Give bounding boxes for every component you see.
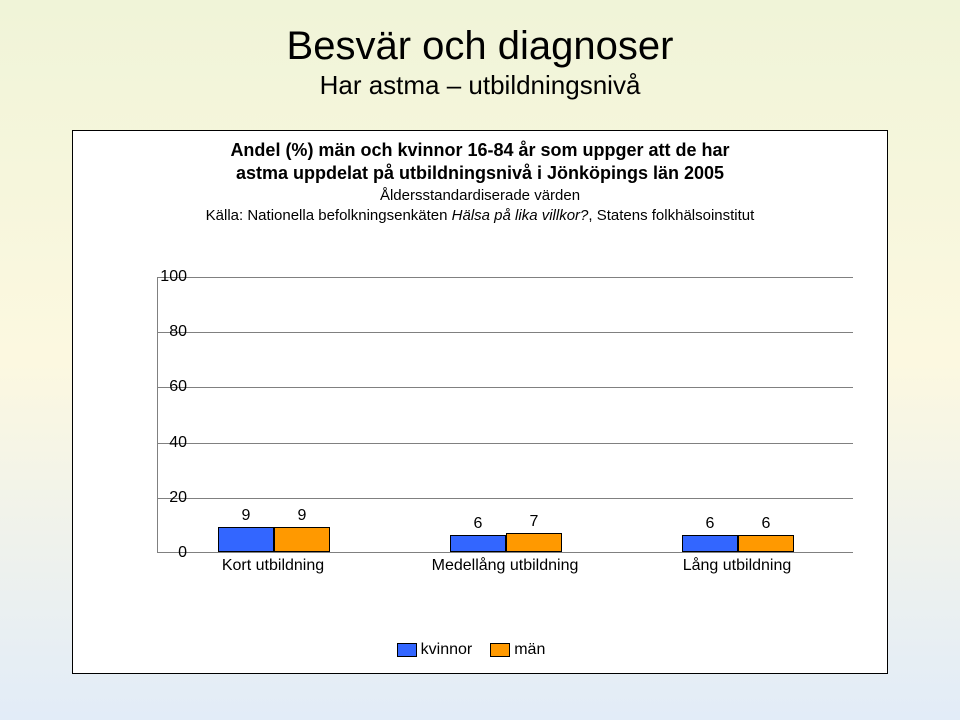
- legend-swatch: [397, 643, 417, 657]
- y-tick-label: 100: [153, 268, 187, 286]
- page-subtitle: Har astma – utbildningsnivå: [60, 70, 900, 101]
- bar: [218, 527, 274, 552]
- chart-title-line2: astma uppdelat på utbildningsnivå i Jönk…: [73, 162, 887, 185]
- bar-value-label: 6: [706, 515, 715, 533]
- y-tick-label: 40: [153, 434, 187, 452]
- gridline: [158, 443, 853, 444]
- bar: [274, 527, 330, 552]
- y-tick-label: 20: [153, 489, 187, 507]
- bar: [450, 535, 506, 552]
- x-category-label: Kort utbildning: [222, 557, 324, 575]
- page-title: Besvär och diagnoser: [60, 24, 900, 68]
- legend: kvinnor män: [73, 641, 887, 659]
- plot: 9 9 6 7 6 6: [157, 277, 853, 553]
- x-category-label: Medellång utbildning: [432, 557, 579, 575]
- legend-label: kvinnor: [421, 641, 473, 658]
- chart-source-suffix: , Statens folkhälsoinstitut: [588, 207, 754, 224]
- gridline: [158, 332, 853, 333]
- legend-swatch: [490, 643, 510, 657]
- chart-source-italic: Hälsa på lika villkor?: [452, 207, 589, 224]
- gridline: [158, 498, 853, 499]
- bar-value-label: 6: [474, 515, 483, 533]
- y-tick-label: 80: [153, 323, 187, 341]
- x-category-label: Lång utbildning: [683, 557, 792, 575]
- chart-title-line1: Andel (%) män och kvinnor 16-84 år som u…: [73, 139, 887, 162]
- gridline: [158, 277, 853, 278]
- y-tick-label: 60: [153, 378, 187, 396]
- legend-label: män: [514, 641, 545, 658]
- bar: [506, 533, 562, 552]
- bar-value-label: 9: [298, 507, 307, 525]
- chart-header: Andel (%) män och kvinnor 16-84 år som u…: [73, 131, 887, 225]
- bar: [682, 535, 738, 552]
- plot-area: 996766 020406080100 Kort utbildningMedel…: [121, 277, 853, 577]
- bar-value-label: 6: [762, 515, 771, 533]
- gridline: [158, 387, 853, 388]
- bar-value-label: 7: [530, 513, 539, 531]
- chart-subtitle-line1: Åldersstandardiserade värden: [73, 186, 887, 206]
- chart-container: Andel (%) män och kvinnor 16-84 år som u…: [72, 130, 888, 674]
- chart-source-prefix: Källa: Nationella befolkningsenkäten: [206, 207, 452, 224]
- bar: [738, 535, 794, 552]
- bar-value-label: 9: [242, 507, 251, 525]
- chart-source-line: Källa: Nationella befolkningsenkäten Häl…: [73, 206, 887, 226]
- y-tick-label: 0: [153, 544, 187, 562]
